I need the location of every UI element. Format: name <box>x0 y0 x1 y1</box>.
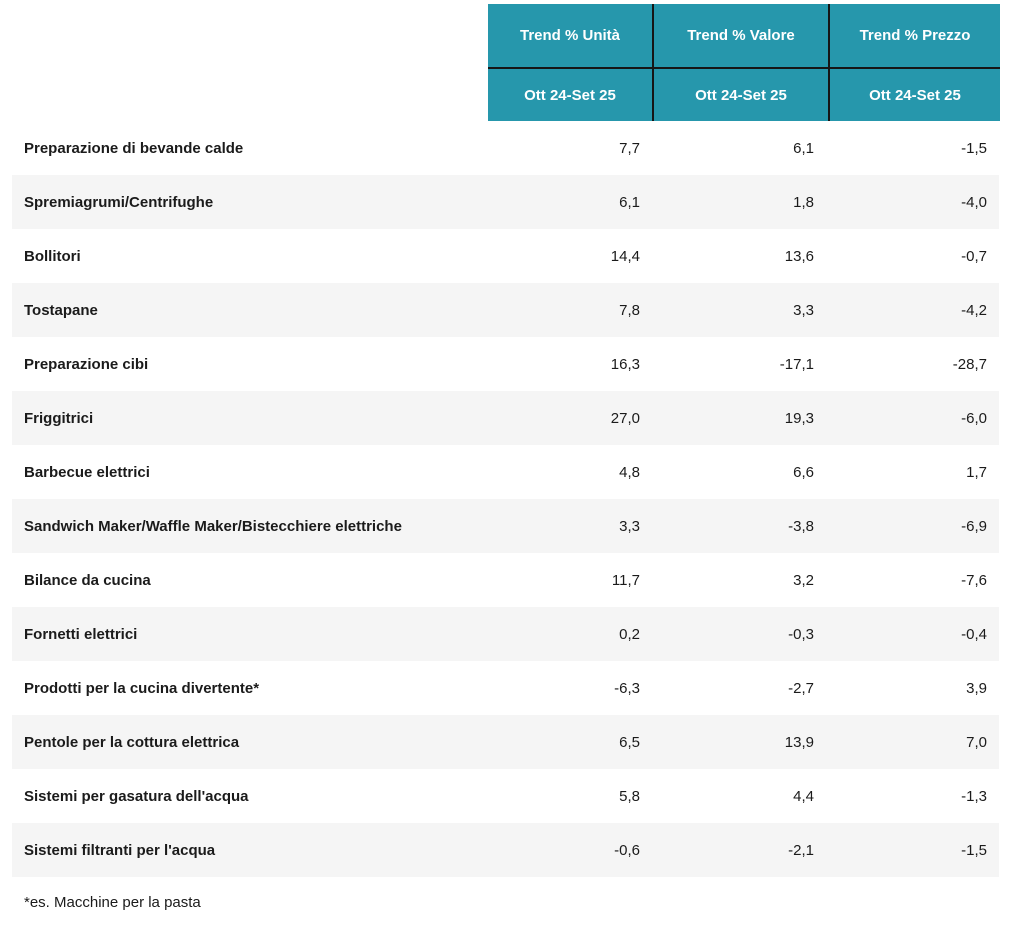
header-label: Trend % Unità <box>519 27 620 44</box>
value-cell: -2,1 <box>788 841 814 859</box>
value-cell: 19,3 <box>784 409 814 427</box>
header-col-trend-unita: Trend % Unità Ott 24-Set 25 <box>488 4 652 121</box>
category-label: Preparazione di bevande calde <box>24 139 244 157</box>
category-label: Preparazione cibi <box>24 355 149 373</box>
table-row: Sistemi per gasatura dell'acqua 5,8 4,4 -1,… <box>12 769 999 823</box>
table-row: Pentole per la cottura elettrica 6,5 13,9 7… <box>12 715 999 769</box>
category-label: Bollitori <box>24 247 81 265</box>
value-cell: 7,8 <box>619 301 640 319</box>
value-cell: 13,9 <box>784 733 814 751</box>
value-cell: 7,7 <box>619 139 640 157</box>
header-label: Trend % Valore <box>687 27 795 44</box>
value-cell: 3,2 <box>793 571 814 589</box>
value-cell: 5,8 <box>619 787 640 805</box>
category-label: Barbecue elettrici <box>24 463 150 481</box>
value-cell: 3,3 <box>793 301 814 319</box>
value-cell: 14,4 <box>610 247 640 265</box>
table-row: Friggitrici 27,0 19,3 -6,0 <box>12 391 999 445</box>
header-col-trend-prezzo: Trend % Prezzo Ott 24-Set 25 <box>828 4 1000 121</box>
category-label: Pentole per la cottura elettrica <box>24 733 240 751</box>
category-label: Fornetti elettrici <box>24 625 138 643</box>
header-period: Ott 24-Set 25 <box>654 67 828 121</box>
table-row: Sistemi filtranti per l'acqua -0,6 -2,1 -1,… <box>12 823 999 877</box>
value-cell: -6,3 <box>614 679 640 697</box>
value-cell: 11,7 <box>611 571 640 589</box>
value-cell: 6,5 <box>619 733 640 751</box>
value-cell: -6,0 <box>961 409 987 427</box>
value-cell: 6,6 <box>793 463 814 481</box>
header-period: Ott 24-Set 25 <box>488 67 652 121</box>
value-cell: -28,7 <box>952 355 987 373</box>
table-row: Tostapane 7,8 3,3 -4,2 <box>12 283 999 337</box>
value-cell: 1,8 <box>793 193 814 211</box>
value-cell: -4,0 <box>961 193 987 211</box>
table-row: Spremiagrumi/Centrifughe 6,1 1,8 -4,0 <box>12 175 999 229</box>
value-cell: -0,6 <box>614 841 640 859</box>
value-cell: 4,4 <box>793 787 814 805</box>
value-cell: -3,8 <box>788 517 814 535</box>
category-label: Sistemi per gasatura dell'acqua <box>24 787 249 805</box>
value-cell: 27,0 <box>610 409 640 427</box>
table-body: Preparazione di bevande calde 7,7 6,1 -1,5 S… <box>12 121 999 877</box>
value-cell: 13,6 <box>784 247 814 265</box>
value-cell: -1,5 <box>961 139 987 157</box>
value-cell: 6,1 <box>793 139 814 157</box>
value-cell: 7,0 <box>966 733 987 751</box>
table-row: Fornetti elettrici 0,2 -0,3 -0,4 <box>12 607 999 661</box>
value-cell: 1,7 <box>966 463 987 481</box>
value-cell: -2,7 <box>788 679 814 697</box>
value-cell: -17,1 <box>779 355 814 373</box>
category-label: Bilance da cucina <box>24 571 151 589</box>
value-cell: 4,8 <box>619 463 640 481</box>
table-row: Sandwich Maker/Waffle Maker/Bistecchiere… <box>12 499 999 553</box>
header-col-trend-valore: Trend % Valore Ott 24-Set 25 <box>652 4 828 121</box>
value-cell: 16,3 <box>610 355 640 373</box>
table-row: Prodotti per la cucina divertente* -6,3 -2… <box>12 661 999 715</box>
value-cell: -4,2 <box>961 301 987 319</box>
table-header: Trend % Unità Ott 24-Set 25 Trend % Valo… <box>488 4 1000 121</box>
category-label: Sandwich Maker/Waffle Maker/Bistecchiere… <box>24 517 402 535</box>
value-cell: 0,2 <box>619 625 640 643</box>
table-row: Bilance da cucina 11,7 3,2 -7,6 <box>12 553 999 607</box>
category-label: Friggitrici <box>24 409 94 427</box>
table-row: Preparazione cibi 16,3 -17,1 -28,7 <box>12 337 999 391</box>
header-period: Ott 24-Set 25 <box>830 67 1000 121</box>
category-label: Prodotti per la cucina divertente* <box>24 679 260 697</box>
value-cell: 6,1 <box>619 193 640 211</box>
table-row: Preparazione di bevande calde 7,7 6,1 -1,5 <box>12 121 999 175</box>
value-cell: 3,9 <box>966 679 987 697</box>
category-label: Sistemi filtranti per l'acqua <box>24 841 216 859</box>
value-cell: -1,3 <box>961 787 987 805</box>
table-footnote: *es. Macchine per la pasta <box>24 894 201 911</box>
value-cell: -7,6 <box>961 571 987 589</box>
value-cell: -0,3 <box>788 625 814 643</box>
value-cell: -1,5 <box>961 841 987 859</box>
category-label: Spremiagrumi/Centrifughe <box>24 193 214 211</box>
category-label: Tostapane <box>24 301 98 319</box>
value-cell: -6,9 <box>961 517 987 535</box>
table-row: Bollitori 14,4 13,6 -0,7 <box>12 229 999 283</box>
trend-table-page: Trend % Unità Ott 24-Set 25 Trend % Valo… <box>0 4 1024 940</box>
value-cell: 3,3 <box>619 517 640 535</box>
table-row: Barbecue elettrici 4,8 6,6 1,7 <box>12 445 999 499</box>
header-label: Trend % Prezzo <box>859 27 971 44</box>
value-cell: -0,4 <box>961 625 987 643</box>
value-cell: -0,7 <box>961 247 987 265</box>
